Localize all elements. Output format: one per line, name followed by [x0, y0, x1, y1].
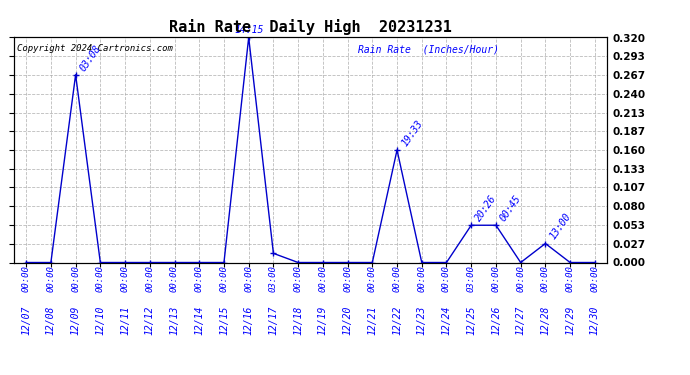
- Text: 00:00: 00:00: [219, 265, 228, 292]
- Text: 00:45: 00:45: [498, 194, 524, 223]
- Text: 00:00: 00:00: [591, 265, 600, 292]
- Text: 00:00: 00:00: [71, 265, 80, 292]
- Text: 03:00: 03:00: [269, 265, 278, 292]
- Text: 19:33: 19:33: [400, 118, 424, 148]
- Text: 00:00: 00:00: [541, 265, 550, 292]
- Text: 00:00: 00:00: [146, 265, 155, 292]
- Text: 00:00: 00:00: [195, 265, 204, 292]
- Text: 00:00: 00:00: [318, 265, 327, 292]
- Text: 00:00: 00:00: [368, 265, 377, 292]
- Text: 00:00: 00:00: [96, 265, 105, 292]
- Text: 03:00: 03:00: [466, 265, 475, 292]
- Text: 00:00: 00:00: [294, 265, 303, 292]
- Text: 13:00: 13:00: [548, 211, 573, 242]
- Text: 00:00: 00:00: [417, 265, 426, 292]
- Text: 03:08: 03:08: [78, 43, 103, 73]
- Text: 00:00: 00:00: [21, 265, 30, 292]
- Title: Rain Rate  Daily High  20231231: Rain Rate Daily High 20231231: [169, 19, 452, 35]
- Text: 00:00: 00:00: [170, 265, 179, 292]
- Text: 00:00: 00:00: [442, 265, 451, 292]
- Text: 00:00: 00:00: [121, 265, 130, 292]
- Text: 00:00: 00:00: [393, 265, 402, 292]
- Text: 00:00: 00:00: [343, 265, 352, 292]
- Text: 00:00: 00:00: [566, 265, 575, 292]
- Text: 00:00: 00:00: [516, 265, 525, 292]
- Text: 14:15: 14:15: [234, 25, 264, 35]
- Text: Rain Rate  (Inches/Hour): Rain Rate (Inches/Hour): [358, 44, 499, 54]
- Text: 00:00: 00:00: [244, 265, 253, 292]
- Text: 00:00: 00:00: [491, 265, 500, 292]
- Text: 20:26: 20:26: [474, 194, 499, 223]
- Text: 00:00: 00:00: [46, 265, 55, 292]
- Text: Copyright 2024 Cartronics.com: Copyright 2024 Cartronics.com: [17, 44, 172, 53]
